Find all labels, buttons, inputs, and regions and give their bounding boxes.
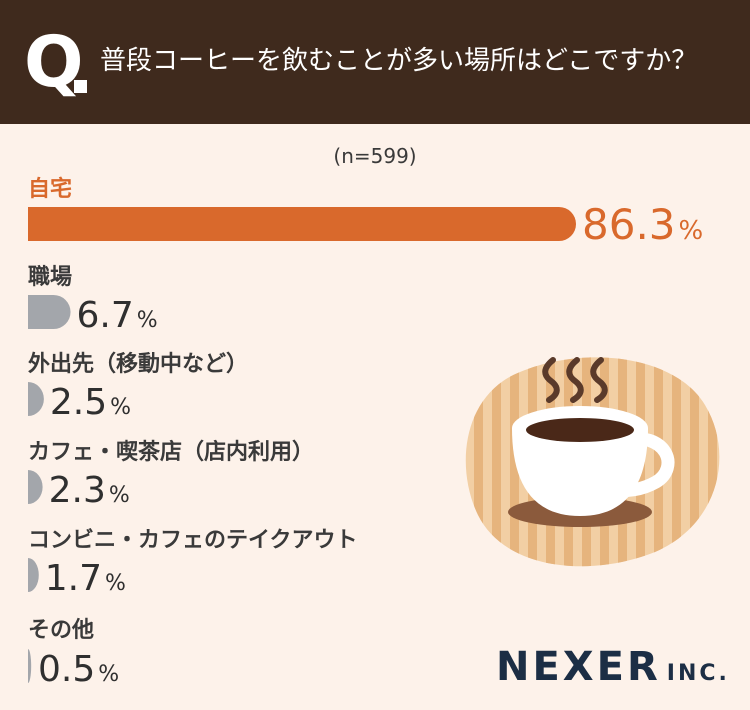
category-label-cafe: カフェ・喫茶店（店内利用）: [28, 440, 315, 465]
value-unit-2: %: [110, 395, 131, 420]
header-bar: Q 普段コーヒーを飲むことが多い場所はどこですか？: [0, 0, 750, 124]
steam-icon: [542, 357, 608, 403]
value-unit-0: %: [679, 216, 704, 246]
value-label-2: 2.5%: [50, 382, 131, 423]
value-unit-4: %: [105, 571, 126, 596]
value-number-4: 1.7: [45, 558, 102, 599]
value-label-0: 86.3%: [582, 200, 703, 249]
bar-0: [28, 207, 577, 241]
value-label-5: 0.5%: [38, 649, 119, 690]
q-dot: [74, 80, 87, 93]
bar-2: [28, 382, 44, 416]
coffee-cup-icon: [508, 406, 675, 527]
value-label-3: 2.3%: [49, 470, 130, 511]
value-number-1: 6.7: [77, 295, 134, 336]
brand-logo: NEXER INC.: [496, 644, 730, 690]
category-label-takeout: コンビニ・カフェのテイクアウト: [28, 528, 358, 553]
bar-5: [28, 649, 32, 683]
q-mark: Q: [24, 21, 84, 103]
coffee-illustration: [465, 357, 720, 567]
value-label-1: 6.7%: [77, 295, 158, 336]
category-label-workplace: 職場: [28, 265, 73, 290]
value-unit-3: %: [109, 483, 130, 508]
category-label-home: 自宅: [28, 177, 73, 202]
value-number-2: 2.5: [50, 382, 107, 423]
value-unit-5: %: [98, 662, 119, 687]
bar-1: [28, 295, 71, 329]
value-number-3: 2.3: [49, 470, 106, 511]
value-unit-1: %: [137, 308, 158, 333]
sample-size-label: (n=599): [333, 144, 417, 168]
brand-name: NEXER: [496, 644, 661, 690]
brand-suffix: INC.: [666, 661, 730, 686]
value-label-4: 1.7%: [45, 558, 126, 599]
category-label-other: その他: [28, 618, 95, 643]
value-number-0: 86.3: [582, 200, 676, 249]
bar-4: [28, 558, 39, 592]
value-number-5: 0.5: [38, 649, 95, 690]
bar-3: [28, 470, 43, 504]
bars-group: 86.3 %6.7 %2.5 %2.3 %1.7 %0.5%: [28, 200, 703, 690]
question-text: 普段コーヒーを飲むことが多い場所はどこですか？: [100, 46, 698, 76]
category-label-outside: 外出先（移動中など）: [28, 352, 249, 377]
